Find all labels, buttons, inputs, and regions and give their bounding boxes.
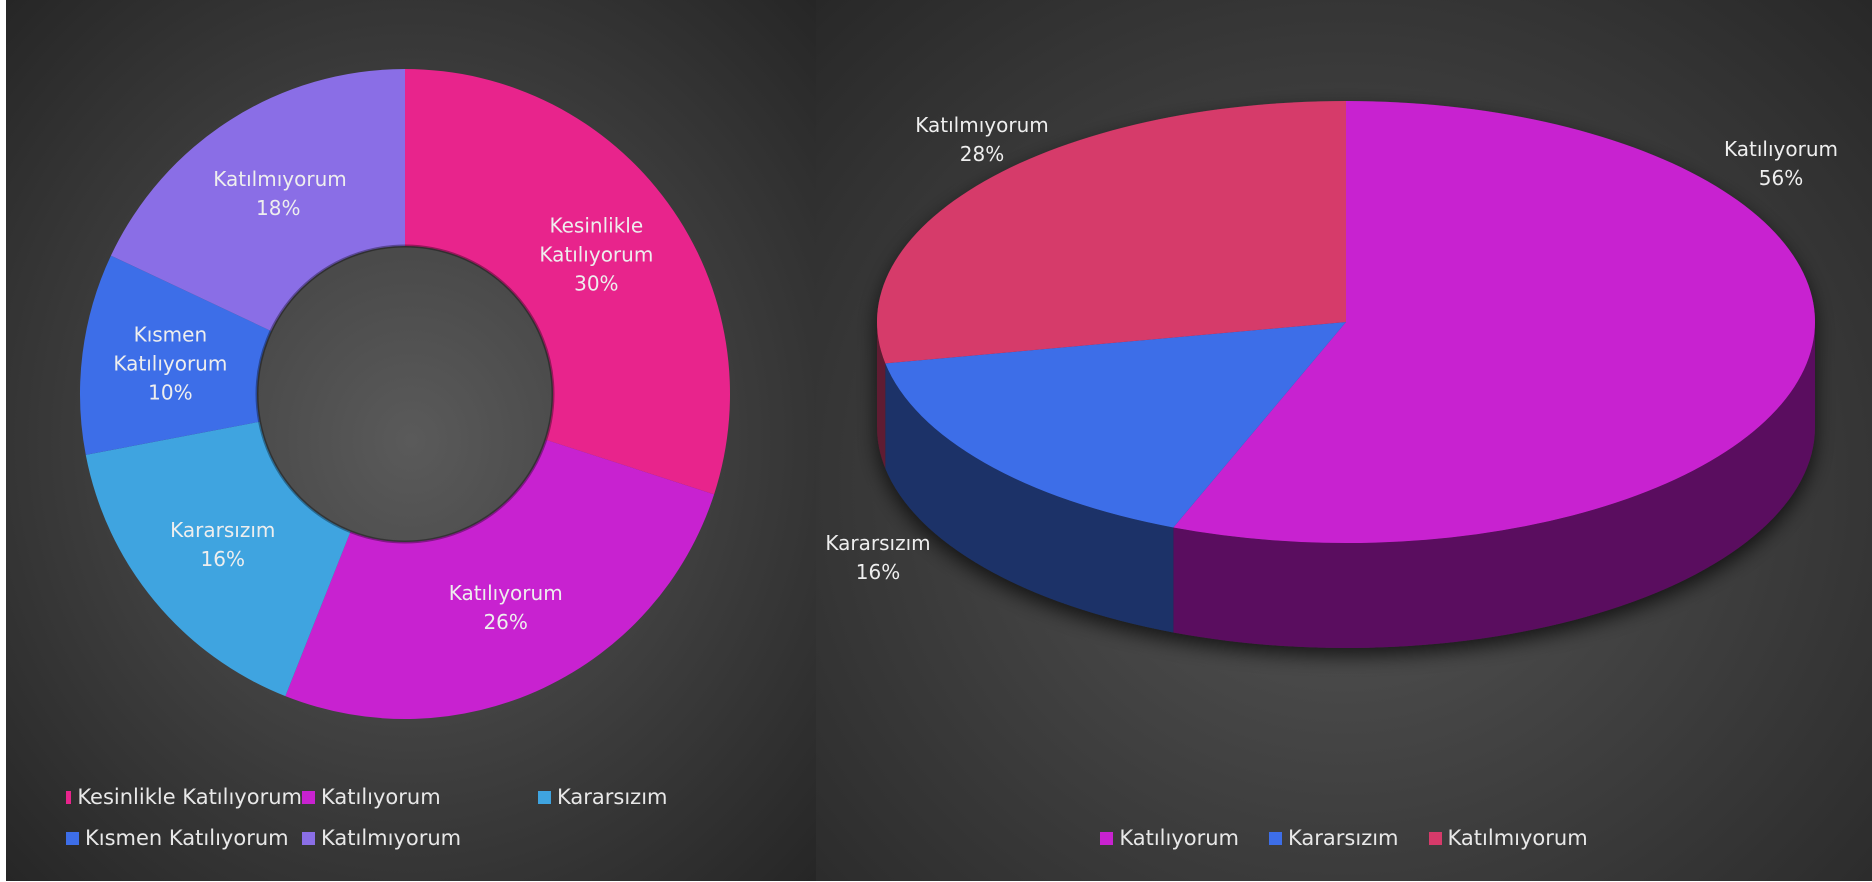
data-label-category: Kısmen Katılıyorum xyxy=(113,322,228,376)
legend-label: Katılıyorum xyxy=(1119,826,1240,850)
legend-item: Kesinlikle Katılıyorum xyxy=(66,785,302,809)
legend-label: Kesinlikle Katılıyorum xyxy=(77,785,302,809)
data-label: Kararsızım 16% xyxy=(825,529,930,587)
legend-swatch xyxy=(1428,831,1442,845)
donut-hole-shadow xyxy=(255,244,555,544)
legend-label: Katılmıyorum xyxy=(321,826,462,850)
data-label-category: Katılıyorum xyxy=(448,580,563,605)
data-label-value: 16% xyxy=(200,546,245,571)
data-label-category: Katılmıyorum xyxy=(213,167,347,192)
legend-label: Katılıyorum xyxy=(321,785,441,809)
data-label-value: 10% xyxy=(148,380,193,405)
pie-side xyxy=(877,322,886,469)
legend-swatch xyxy=(66,831,79,845)
data-label: Katılıyorum 56% xyxy=(1724,135,1838,193)
donut-slice xyxy=(80,255,272,455)
legend-label: Katılmıyorum xyxy=(1447,826,1588,850)
legend-swatch xyxy=(302,831,315,845)
data-label: Kesinlikle Katılıyorum 30% xyxy=(531,211,661,298)
legend-item: Katılmıyorum xyxy=(302,826,538,850)
legend-item: Katılmıyorum xyxy=(1428,826,1588,850)
donut-slice xyxy=(285,439,715,719)
legend-label: Kararsızım xyxy=(1288,826,1399,850)
donut-slice xyxy=(110,69,405,331)
legend-item: Kararsızım xyxy=(1269,826,1399,850)
legend-swatch xyxy=(302,790,315,804)
pie-panel: Katılıyorum Kararsızım Katılmıyorum Katılı… xyxy=(816,0,1872,881)
pie-slice xyxy=(1173,101,1816,543)
data-label-value: 56% xyxy=(1758,166,1804,190)
pie-chart xyxy=(877,101,1816,649)
data-label-value: 30% xyxy=(574,271,619,296)
legend-label: Kısmen Katılıyorum xyxy=(85,826,289,850)
legend-swatch xyxy=(1100,831,1114,845)
data-label: Katılmıyorum 28% xyxy=(915,111,1048,169)
pie-side xyxy=(1173,322,1815,649)
data-label-value: 16% xyxy=(855,560,901,584)
legend-item: Katılıyorum xyxy=(1100,826,1239,850)
legend: Kesinlikle Katılıyorum Katılıyorum Kararsı… xyxy=(66,785,774,850)
legend: Katılıyorum Kararsızım Katılmıyorum xyxy=(816,826,1872,850)
legend-item: Kararsızım xyxy=(538,785,774,809)
legend-item: Katılıyorum xyxy=(302,785,538,809)
legend-item: Kısmen Katılıyorum xyxy=(66,826,302,850)
donut-panel: Kesinlikle Katılıyorum Katılıyorum Kararsı… xyxy=(6,0,816,881)
data-label: Kararsızım 16% xyxy=(158,516,288,574)
data-label-value: 18% xyxy=(256,196,301,221)
pie-side xyxy=(885,363,1174,633)
data-label: Katılmıyorum 18% xyxy=(213,165,347,223)
data-label-category: Kararsızım xyxy=(170,517,276,542)
legend-swatch xyxy=(66,790,72,804)
data-label-value: 28% xyxy=(959,142,1005,166)
pie-slice xyxy=(885,322,1346,528)
data-label-category: Kararsızım xyxy=(825,531,931,555)
data-label-value: 26% xyxy=(483,609,528,634)
pie-slice xyxy=(877,101,1346,364)
pie-body xyxy=(877,101,1816,649)
data-label: Kısmen Katılıyorum 10% xyxy=(105,321,235,408)
donut-slice xyxy=(85,421,351,697)
data-label-category: Kesinlikle Katılıyorum xyxy=(539,213,654,267)
legend-label: Kararsızım xyxy=(557,785,668,809)
data-label-category: Katılıyorum xyxy=(1724,137,1838,161)
data-label-category: Katılmıyorum xyxy=(915,113,1049,137)
data-label: Katılıyorum 26% xyxy=(441,579,571,637)
donut-chart xyxy=(80,69,730,719)
legend-swatch xyxy=(538,790,551,804)
donut-slice xyxy=(405,69,730,495)
legend-swatch xyxy=(1269,831,1283,845)
